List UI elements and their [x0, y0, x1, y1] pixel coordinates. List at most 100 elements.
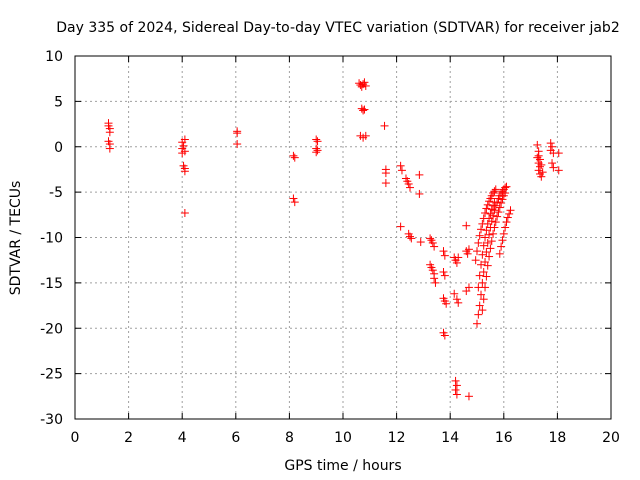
data-point — [486, 209, 495, 218]
data-point — [479, 295, 488, 304]
data-point — [535, 162, 544, 171]
data-point — [548, 142, 557, 151]
data-point — [534, 151, 543, 160]
data-point — [312, 135, 321, 144]
data-point — [440, 271, 449, 280]
data-point — [554, 166, 563, 175]
data-points — [104, 78, 563, 401]
data-point — [105, 128, 114, 137]
data-point — [483, 200, 492, 209]
data-point — [474, 283, 483, 292]
y-tick-label: -5 — [49, 185, 63, 201]
y-tick-label: -10 — [40, 231, 63, 247]
data-point — [479, 241, 488, 250]
x-tick-label: 0 — [71, 430, 80, 446]
data-point — [474, 310, 483, 319]
data-point — [483, 219, 492, 228]
y-tick-label: 5 — [54, 94, 63, 110]
x-tick-label: 4 — [178, 430, 187, 446]
y-tick-label: -30 — [40, 412, 63, 428]
data-point — [495, 249, 504, 258]
data-point — [454, 298, 463, 307]
data-point — [491, 218, 500, 227]
data-point — [430, 274, 439, 283]
data-point — [464, 245, 473, 254]
data-point — [415, 189, 424, 198]
data-point — [482, 226, 491, 235]
x-tick-label: 8 — [285, 430, 294, 446]
data-point — [313, 146, 322, 155]
y-tick-label: 10 — [45, 49, 63, 65]
data-point — [360, 105, 369, 114]
data-point — [381, 179, 390, 188]
data-point — [105, 144, 114, 153]
data-point — [464, 283, 473, 292]
data-point — [505, 209, 514, 218]
data-point — [502, 218, 511, 227]
data-point — [537, 172, 546, 181]
data-point — [180, 167, 189, 176]
data-point — [491, 185, 500, 194]
data-point — [478, 278, 487, 287]
data-point — [381, 169, 390, 178]
axis-ticks — [74, 55, 612, 420]
data-point — [450, 289, 459, 298]
data-point — [498, 195, 507, 204]
data-point — [503, 213, 512, 222]
data-point — [477, 225, 486, 234]
data-point — [361, 131, 370, 140]
data-point — [490, 198, 499, 207]
data-point — [233, 129, 242, 138]
data-point — [428, 266, 437, 275]
data-point — [478, 306, 487, 315]
data-point — [380, 121, 389, 130]
data-point — [462, 221, 471, 230]
data-point — [442, 299, 451, 308]
data-point — [289, 194, 298, 203]
data-point — [489, 229, 498, 238]
data-point — [451, 376, 460, 385]
data-point — [497, 242, 506, 251]
x-tick-label: 10 — [334, 430, 352, 446]
data-point — [481, 283, 490, 292]
data-point — [178, 149, 187, 158]
data-point — [361, 81, 370, 90]
data-point — [416, 238, 425, 247]
data-point — [490, 187, 499, 196]
data-point — [463, 249, 472, 258]
data-point — [439, 267, 448, 276]
y-tick-label: -25 — [40, 367, 63, 383]
data-point — [406, 232, 414, 241]
x-tick-label: 2 — [124, 430, 133, 446]
data-point — [549, 163, 558, 172]
data-point — [396, 222, 405, 231]
x-axis-title: GPS time / hours — [284, 458, 401, 474]
data-point — [473, 319, 481, 328]
data-point — [537, 160, 546, 169]
data-point — [474, 238, 483, 247]
data-point — [477, 260, 486, 269]
data-point — [233, 140, 242, 149]
data-point — [406, 183, 414, 192]
data-point — [533, 140, 542, 149]
data-point — [482, 272, 491, 281]
data-point — [360, 78, 369, 87]
data-point — [479, 267, 488, 276]
data-point — [487, 205, 496, 214]
data-point — [454, 253, 463, 262]
x-tick-label: 12 — [388, 430, 406, 446]
data-point — [407, 234, 416, 243]
data-point — [290, 198, 299, 207]
y-tick-label: -20 — [40, 321, 63, 337]
data-point — [538, 168, 547, 177]
data-point — [475, 271, 484, 280]
data-point — [452, 390, 461, 399]
data-point — [483, 261, 492, 270]
y-axis-title: SDTVAR / TECUs — [8, 181, 24, 296]
data-point — [478, 250, 487, 259]
data-point — [498, 236, 507, 245]
data-point — [487, 237, 496, 246]
data-point — [554, 149, 563, 158]
data-point — [494, 208, 503, 217]
data-point — [481, 208, 490, 217]
